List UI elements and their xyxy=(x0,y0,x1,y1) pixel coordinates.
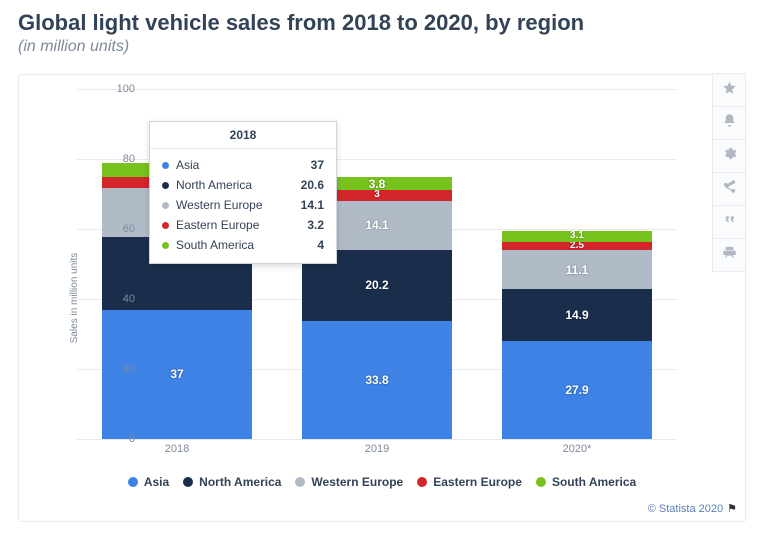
tooltip-row: North America 20.6 xyxy=(162,175,324,195)
tooltip: 2018 Asia 37 North America 20.6 Western Europ… xyxy=(149,121,337,264)
y-tick-label: 0 xyxy=(95,433,135,445)
legend-label: Western Europe xyxy=(311,475,403,489)
tooltip-dot-icon xyxy=(162,222,169,229)
share-button[interactable] xyxy=(712,172,746,206)
chart-subtitle: (in million units) xyxy=(18,38,746,56)
legend-label: South America xyxy=(552,475,636,489)
grid-line xyxy=(77,439,677,440)
chart-title: Global light vehicle sales from 2018 to … xyxy=(18,10,746,36)
legend-dot-icon xyxy=(128,477,138,487)
tooltip-series-name: Eastern Europe xyxy=(176,218,299,232)
tooltip-series-value: 37 xyxy=(311,158,324,172)
tooltip-series-value: 3.2 xyxy=(307,218,324,232)
tooltip-row: Western Europe 14.1 xyxy=(162,195,324,215)
legend-dot-icon xyxy=(183,477,193,487)
x-tick-label: 2019 xyxy=(365,443,389,455)
legend-label: Asia xyxy=(144,475,169,489)
segment-asia[interactable]: 33.8 xyxy=(302,321,452,439)
segment-value-label: 27.9 xyxy=(565,383,588,397)
legend-dot-icon xyxy=(417,477,427,487)
x-tick-label: 2020* xyxy=(563,443,592,455)
tooltip-dot-icon xyxy=(162,202,169,209)
tooltip-series-value: 4 xyxy=(317,238,324,252)
y-tick-label: 80 xyxy=(95,153,135,165)
segment-asia[interactable]: 27.9 xyxy=(502,341,652,439)
quote-icon xyxy=(722,212,737,232)
y-tick-label: 40 xyxy=(95,293,135,305)
segment-value-label: 3.1 xyxy=(570,231,584,241)
tooltip-row: South America 4 xyxy=(162,235,324,255)
segment-eastern-europe[interactable]: 2.5 xyxy=(502,242,652,251)
legend-dot-icon xyxy=(295,477,305,487)
legend-label: North America xyxy=(199,475,281,489)
y-tick-label: 100 xyxy=(95,83,135,95)
legend-item-western-europe[interactable]: Western Europe xyxy=(295,475,403,489)
bar-2020*[interactable]: 27.9 14.9 11.1 2.53.1 xyxy=(502,231,652,439)
segment-value-label: 11.1 xyxy=(566,263,589,277)
bell-icon xyxy=(722,113,737,133)
favorite-button[interactable] xyxy=(712,73,746,107)
tooltip-series-name: South America xyxy=(176,238,309,252)
tooltip-body: Asia 37 North America 20.6 Western Europe 14.… xyxy=(150,149,336,263)
chart-card: Sales in million units 3733.820.214.133.… xyxy=(18,74,746,522)
tooltip-series-name: Asia xyxy=(176,158,303,172)
segment-value-label: 3 xyxy=(374,190,380,200)
share-icon xyxy=(722,179,737,199)
x-tick-label: 2018 xyxy=(165,443,189,455)
tooltip-row: Eastern Europe 3.2 xyxy=(162,215,324,235)
legend: Asia North America Western Europe Eastern E… xyxy=(19,475,745,489)
print-icon xyxy=(722,245,737,265)
legend-item-south-america[interactable]: South America xyxy=(536,475,636,489)
tooltip-row: Asia 37 xyxy=(162,155,324,175)
legend-label: Eastern Europe xyxy=(433,475,522,489)
legend-item-eastern-europe[interactable]: Eastern Europe xyxy=(417,475,522,489)
y-tick-label: 60 xyxy=(95,223,135,235)
segment-western-europe[interactable]: 11.1 xyxy=(502,250,652,289)
tooltip-dot-icon xyxy=(162,182,169,189)
chart-header: Global light vehicle sales from 2018 to … xyxy=(0,0,764,60)
credit-text: © Statista 2020 xyxy=(648,503,723,515)
segment-value-label: 14.1 xyxy=(365,218,388,232)
tooltip-series-value: 20.6 xyxy=(301,178,324,192)
print-button[interactable] xyxy=(712,238,746,272)
segment-value-label: 20.2 xyxy=(365,278,388,292)
star-icon xyxy=(722,80,737,100)
cite-button[interactable] xyxy=(712,205,746,239)
credit-line[interactable]: © Statista 2020 ⚑ xyxy=(648,502,737,515)
tooltip-series-value: 14.1 xyxy=(301,198,324,212)
tooltip-dot-icon xyxy=(162,162,169,169)
tooltip-header: 2018 xyxy=(150,122,336,149)
segment-value-label: 2.5 xyxy=(570,241,584,251)
alert-button[interactable] xyxy=(712,106,746,140)
legend-item-north-america[interactable]: North America xyxy=(183,475,281,489)
tooltip-series-name: Western Europe xyxy=(176,198,293,212)
legend-item-asia[interactable]: Asia xyxy=(128,475,169,489)
settings-button[interactable] xyxy=(712,139,746,173)
segment-value-label: 3.8 xyxy=(369,177,386,191)
segment-value-label: 37 xyxy=(170,367,183,381)
grid-line xyxy=(77,89,677,90)
chart-toolbar xyxy=(712,74,746,272)
legend-dot-icon xyxy=(536,477,546,487)
y-tick-label: 20 xyxy=(95,363,135,375)
flag-icon: ⚑ xyxy=(727,502,737,515)
tooltip-dot-icon xyxy=(162,242,169,249)
tooltip-series-name: North America xyxy=(176,178,293,192)
segment-value-label: 14.9 xyxy=(565,308,588,322)
segment-value-label: 33.8 xyxy=(365,373,388,387)
segment-north-america[interactable]: 14.9 xyxy=(502,289,652,341)
segment-south-america[interactable]: 3.1 xyxy=(502,231,652,242)
gear-icon xyxy=(722,146,737,166)
